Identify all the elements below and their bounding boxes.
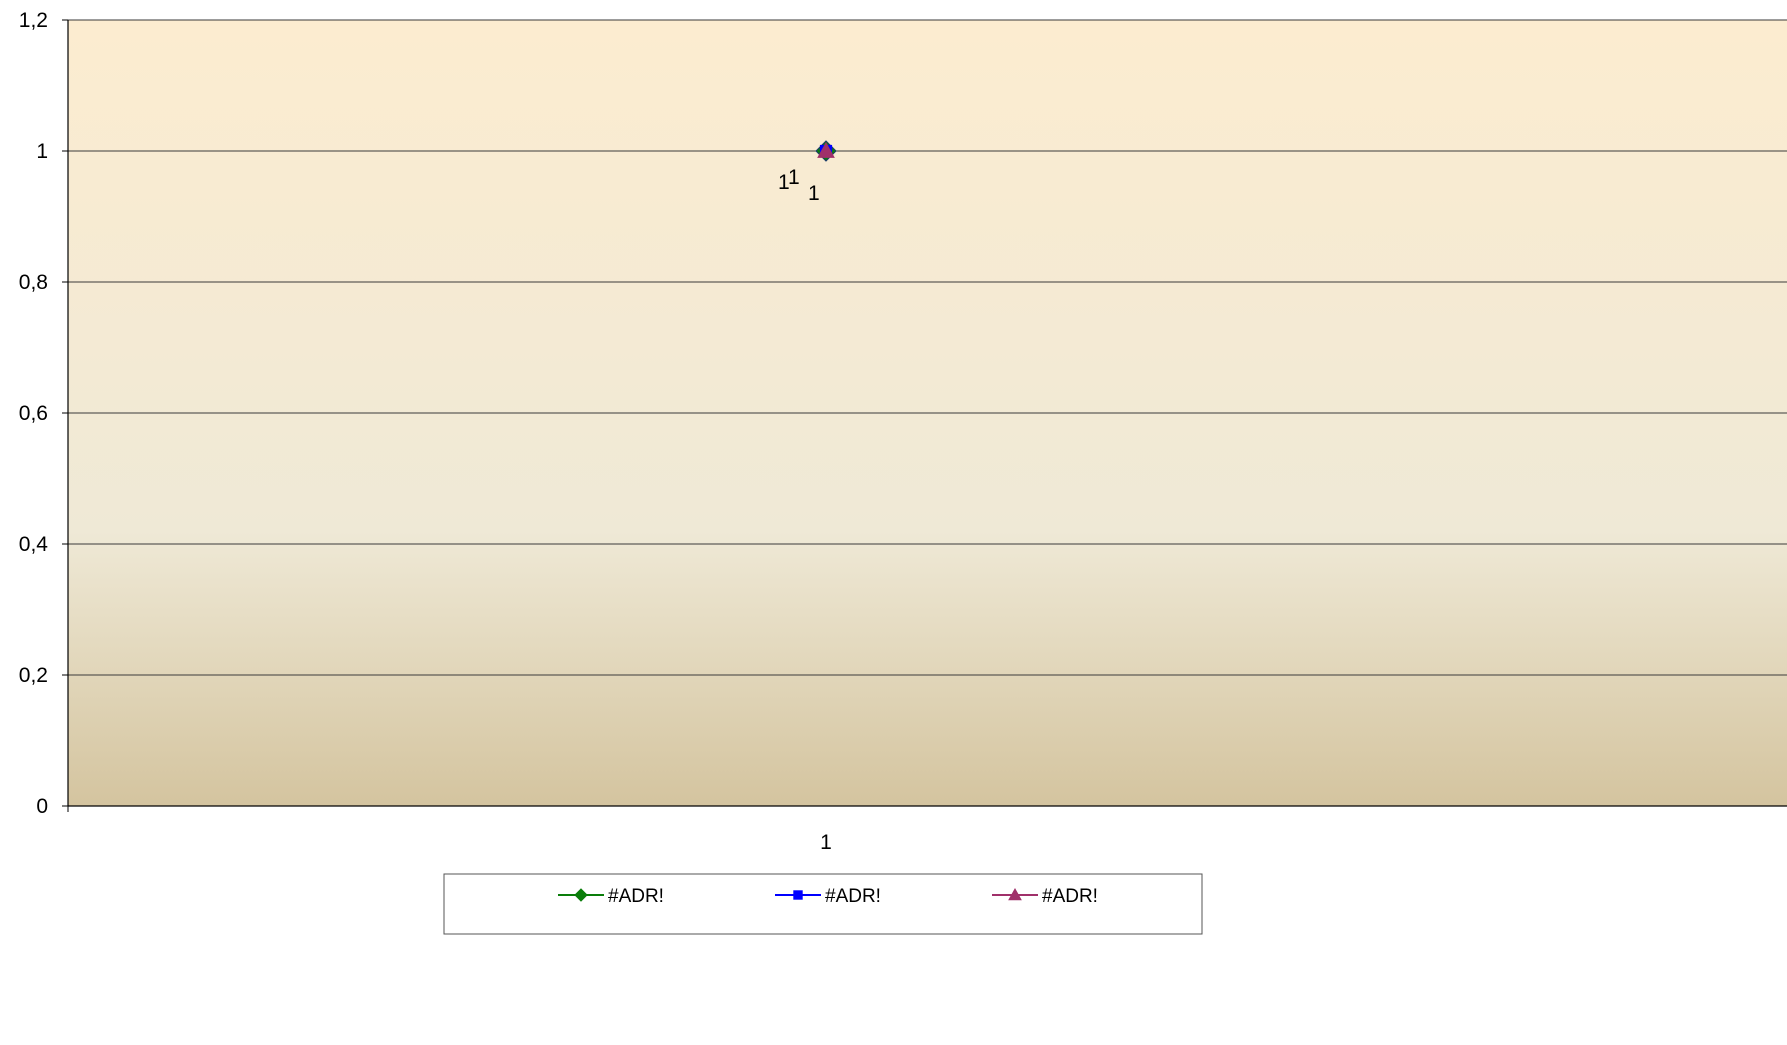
y-tick-label: 0,4 bbox=[19, 533, 49, 556]
data-label: 1 bbox=[808, 182, 820, 205]
series bbox=[815, 140, 837, 162]
data-label: 1 bbox=[778, 171, 790, 194]
legend-item: #ADR! bbox=[558, 886, 664, 907]
legend-marker bbox=[1008, 887, 1022, 901]
y-tick-label: 0,2 bbox=[19, 664, 48, 687]
legend-item: #ADR! bbox=[992, 886, 1098, 907]
x-tick-label: 1 bbox=[820, 831, 832, 854]
series-group bbox=[817, 141, 835, 158]
axes bbox=[67, 20, 1787, 812]
legend: #ADR! #ADR! #ADR! bbox=[443, 873, 1203, 935]
data-point bbox=[817, 141, 835, 158]
legend-label: #ADR! bbox=[825, 886, 881, 907]
legend-label: #ADR! bbox=[608, 886, 664, 907]
legend-marker bbox=[574, 888, 588, 902]
y-tick-label: 1 bbox=[36, 140, 48, 163]
gridlines bbox=[62, 19, 1787, 807]
legend-label: #ADR! bbox=[1042, 886, 1098, 907]
legend-box bbox=[443, 873, 1203, 935]
legend-item: #ADR! bbox=[775, 886, 881, 907]
y-tick-label: 0,6 bbox=[19, 402, 48, 425]
y-tick-label: 0 bbox=[36, 795, 48, 818]
data-label: 1 bbox=[788, 166, 800, 189]
tick-labels: 0 0,2 0,4 0,6 0,8 1 1,2 1 bbox=[19, 9, 832, 854]
legend-marker bbox=[793, 890, 803, 900]
y-tick-label: 1,2 bbox=[19, 9, 48, 32]
data-labels: 111 bbox=[778, 166, 820, 205]
y-tick-label: 0,8 bbox=[19, 271, 48, 294]
